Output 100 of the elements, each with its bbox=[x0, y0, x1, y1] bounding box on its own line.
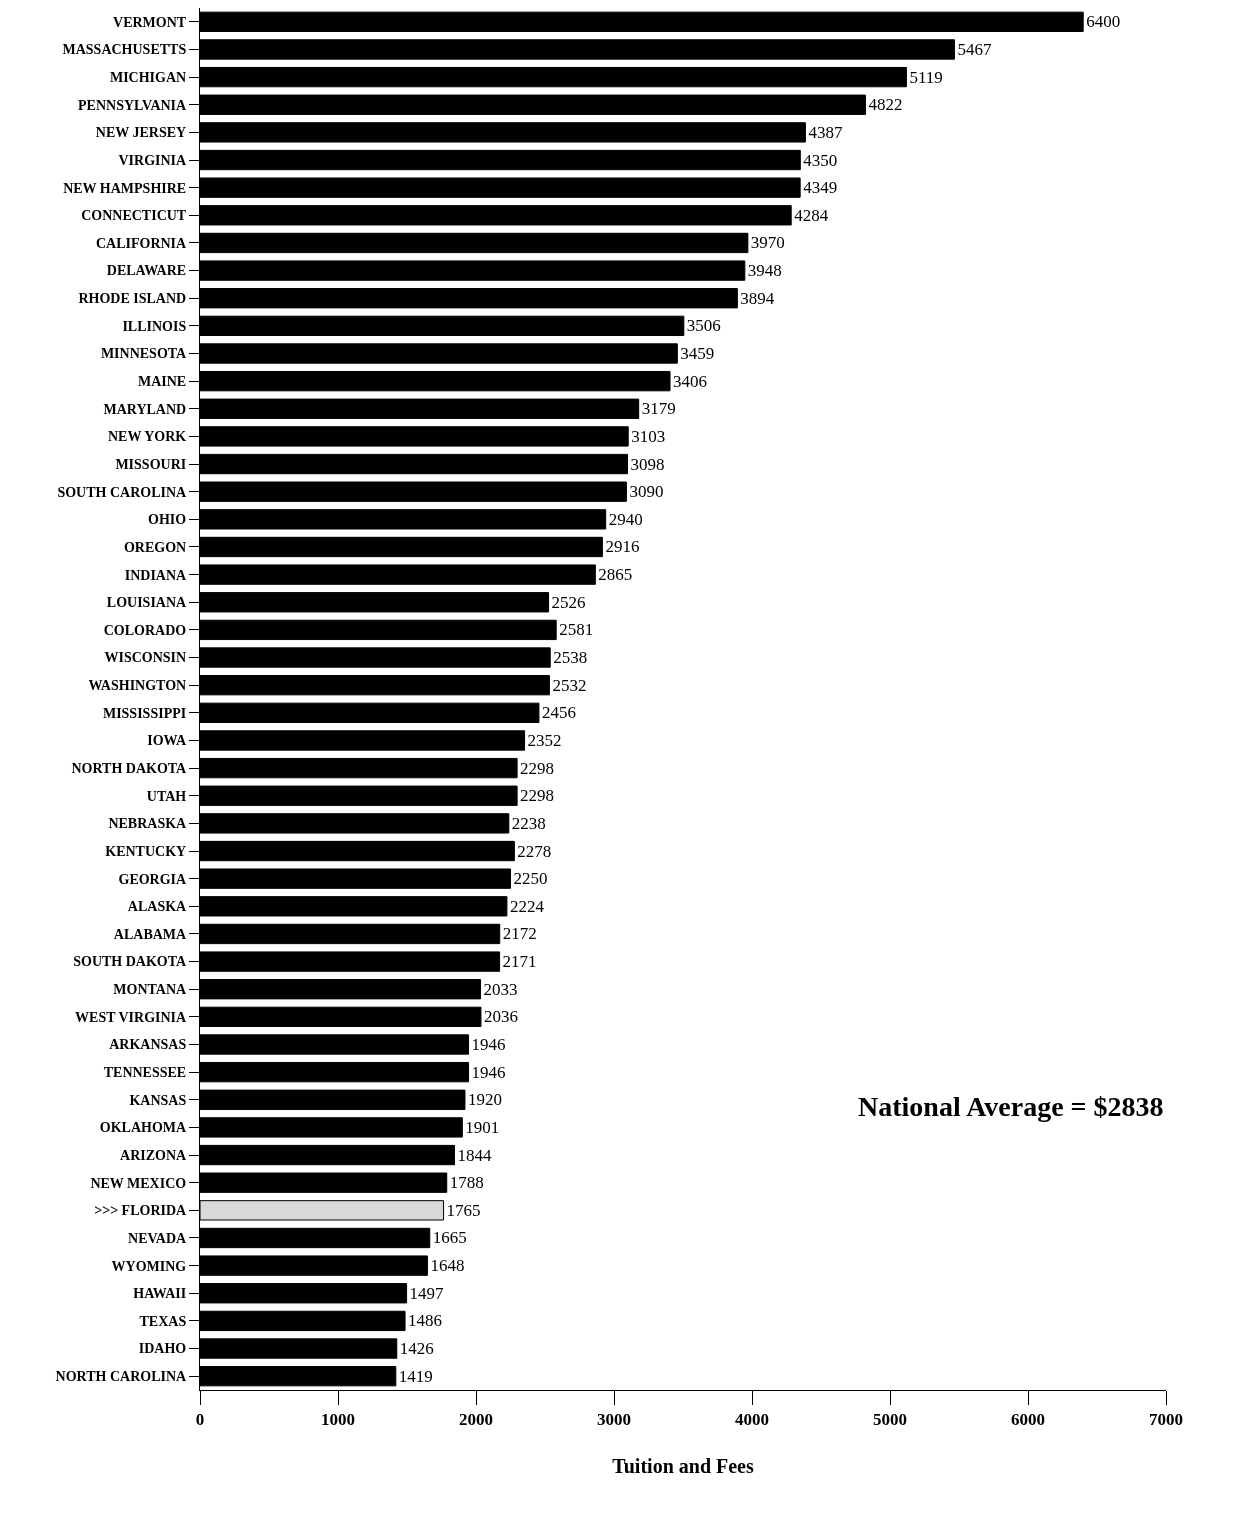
annotation: National Average = $2838 bbox=[858, 1091, 1164, 1122]
x-tick-label: 4000 bbox=[735, 1410, 769, 1430]
y-tick-label: UTAH bbox=[146, 788, 187, 804]
y-tick-label: MICHIGAN bbox=[109, 70, 187, 85]
y-tick-label: WASHINGTON bbox=[88, 678, 187, 694]
y-tick-label: ARKANSAS bbox=[109, 1037, 187, 1053]
y-tick-label: WYOMING bbox=[111, 1258, 187, 1274]
data-label: 2224 bbox=[509, 896, 545, 916]
y-tick-label: SOUTH CAROLINA bbox=[57, 484, 188, 500]
y-tick-label: PENNSYLVANIA bbox=[78, 97, 188, 113]
y-tick-label: CALIFORNIA bbox=[95, 235, 188, 251]
x-tick-label: 3000 bbox=[597, 1410, 631, 1430]
y-tick-label: INDIANA bbox=[124, 567, 188, 583]
y-tick-label: ILLINOIS bbox=[122, 318, 187, 334]
x-axis-title: Tuition and Fees bbox=[612, 1454, 754, 1477]
y-tick-label: OHIO bbox=[148, 512, 187, 528]
data-label: 4350 bbox=[803, 150, 838, 170]
x-tick-label: 6000 bbox=[1011, 1410, 1045, 1430]
y-tick-label: WEST VIRGINIA bbox=[75, 1009, 188, 1025]
y-tick-label: DELAWARE bbox=[106, 263, 187, 279]
y-tick-label: NORTH CAROLINA bbox=[55, 1369, 188, 1385]
data-label: 2526 bbox=[551, 592, 586, 612]
data-label: 3103 bbox=[631, 426, 666, 446]
data-label: 2171 bbox=[502, 952, 537, 972]
data-label: 3506 bbox=[686, 316, 721, 336]
data-label: 2532 bbox=[552, 675, 587, 695]
y-tick-label: ALASKA bbox=[127, 899, 188, 915]
x-tick-label: 2000 bbox=[459, 1410, 493, 1430]
data-label: 3406 bbox=[673, 371, 708, 391]
data-label: 1788 bbox=[449, 1173, 484, 1193]
y-tick-label: CONNECTICUT bbox=[81, 208, 187, 224]
y-tick-label: RHODE ISLAND bbox=[78, 291, 187, 307]
x-tick-label: 1000 bbox=[321, 1410, 355, 1430]
y-tick-label: SOUTH DAKOTA bbox=[73, 954, 188, 970]
y-tick-label: MISSOURI bbox=[115, 456, 187, 472]
data-label: 4822 bbox=[868, 95, 903, 115]
x-tick-label: 0 bbox=[195, 1410, 205, 1430]
data-label: 1426 bbox=[399, 1339, 434, 1359]
data-label: 2352 bbox=[527, 730, 562, 750]
data-label: 2940 bbox=[608, 509, 643, 529]
y-tick-label: VERMONT bbox=[113, 14, 187, 30]
data-label: 2033 bbox=[483, 979, 518, 999]
data-label: 3948 bbox=[747, 261, 782, 281]
data-label: 2238 bbox=[511, 813, 546, 833]
data-label: 1765 bbox=[446, 1200, 481, 1220]
y-tick-label: MAINE bbox=[137, 374, 187, 390]
data-label: 6400 bbox=[1086, 12, 1121, 32]
y-tick-label: OREGON bbox=[123, 539, 187, 555]
data-label: 1648 bbox=[430, 1256, 465, 1276]
data-label: 3894 bbox=[740, 288, 775, 308]
y-tick-label: NEBRASKA bbox=[108, 816, 188, 832]
data-label: 4284 bbox=[794, 205, 829, 225]
y-tick-label: GEORGIA bbox=[118, 871, 188, 887]
y-tick-label: NEVADA bbox=[128, 1230, 188, 1246]
data-label: 1844 bbox=[457, 1145, 492, 1165]
y-tick-label: MINNESOTA bbox=[100, 346, 188, 362]
y-tick-label: OKLAHOMA bbox=[99, 1120, 188, 1136]
data-label: 1946 bbox=[471, 1062, 506, 1082]
data-label: 2865 bbox=[598, 565, 633, 585]
data-label: 2036 bbox=[483, 1007, 518, 1027]
y-tick-label: >>> FLORIDA bbox=[94, 1203, 188, 1219]
y-tick-label: ALABAMA bbox=[113, 926, 188, 942]
y-tick-label: KENTUCKY bbox=[105, 843, 187, 859]
data-label: 4349 bbox=[803, 178, 838, 198]
data-label: 5467 bbox=[957, 39, 992, 59]
data-label: 1486 bbox=[408, 1311, 443, 1331]
data-label: 1665 bbox=[432, 1228, 467, 1248]
data-label: 5119 bbox=[909, 67, 943, 87]
y-tick-label: MASSACHUSETTS bbox=[62, 42, 187, 58]
y-tick-label: NEW JERSEY bbox=[95, 125, 187, 141]
data-label: 2456 bbox=[541, 703, 576, 723]
y-tick-label: NEW MEXICO bbox=[90, 1175, 187, 1191]
y-tick-label: HAWAII bbox=[133, 1286, 187, 1302]
data-label: 1946 bbox=[471, 1035, 506, 1054]
y-tick-label: IOWA bbox=[147, 733, 188, 749]
y-tick-label: MONTANA bbox=[113, 982, 188, 998]
x-tick-label: 7000 bbox=[1149, 1410, 1183, 1430]
y-tick-label: VIRGINIA bbox=[118, 152, 188, 168]
y-tick-label: ARIZONA bbox=[120, 1147, 188, 1163]
y-tick-label: COLORADO bbox=[103, 622, 187, 638]
data-label: 1497 bbox=[409, 1283, 445, 1303]
data-label: 4387 bbox=[808, 122, 843, 142]
data-label: 1419 bbox=[398, 1366, 433, 1386]
data-label: 3970 bbox=[750, 233, 785, 253]
data-label: 2298 bbox=[520, 758, 555, 778]
y-tick-label: TENNESSEE bbox=[103, 1065, 187, 1081]
x-tick-label: 5000 bbox=[873, 1410, 907, 1430]
y-tick-label: MISSISSIPPI bbox=[102, 705, 187, 721]
data-label: 3459 bbox=[680, 344, 715, 363]
data-label: 1920 bbox=[467, 1090, 502, 1110]
data-label: 2581 bbox=[559, 620, 594, 640]
data-label: 2250 bbox=[513, 869, 548, 889]
data-label: 3179 bbox=[641, 399, 676, 419]
data-label: 2172 bbox=[502, 924, 537, 944]
data-label: 2298 bbox=[520, 786, 555, 806]
y-tick-label: IDAHO bbox=[138, 1341, 187, 1357]
y-tick-label: WISCONSIN bbox=[104, 650, 187, 666]
y-tick-label: NORTH DAKOTA bbox=[71, 761, 188, 776]
data-label: 2916 bbox=[605, 537, 640, 557]
data-label: 2538 bbox=[553, 648, 588, 668]
